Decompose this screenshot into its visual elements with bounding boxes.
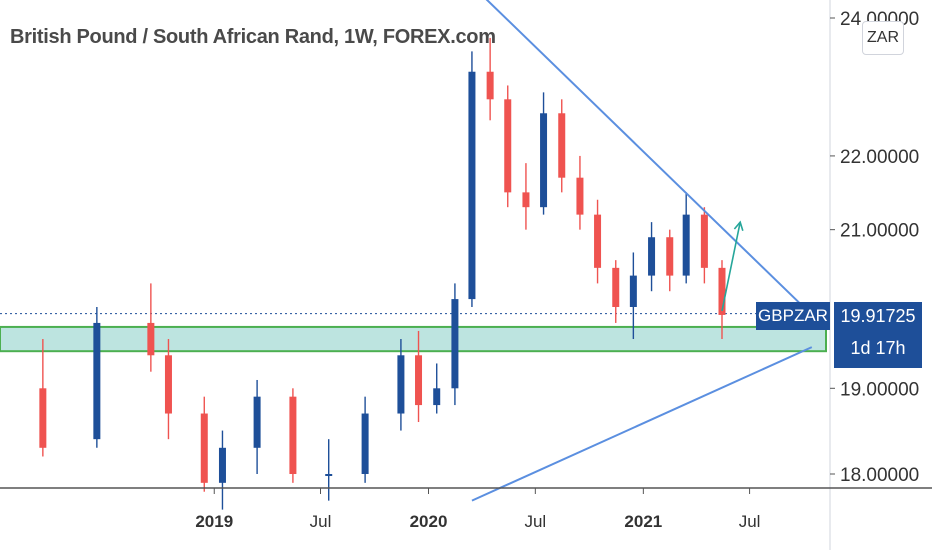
candle-body	[486, 71, 494, 100]
time-tick-label: 2020	[410, 512, 448, 531]
projection-arrow[interactable]	[721, 220, 744, 312]
candle	[93, 306, 101, 448]
candle-body	[700, 214, 708, 268]
candle	[540, 92, 548, 215]
time-tick-label: Jul	[524, 512, 546, 531]
price-tick-label: 22.00000	[840, 147, 919, 168]
candle-body	[397, 355, 405, 414]
candle-body	[325, 474, 333, 476]
candle	[629, 252, 637, 340]
time-tick-label: 2019	[195, 512, 233, 531]
candle	[594, 199, 602, 284]
candle-body	[612, 267, 620, 307]
candle	[451, 283, 459, 406]
currency-button[interactable]: ZAR	[862, 21, 904, 55]
candle	[700, 207, 708, 284]
time-tick-label: 2021	[624, 512, 662, 531]
last-price-badge: 19.91725 1d 17h	[834, 302, 922, 368]
candle-body	[718, 267, 726, 315]
candle-body	[540, 113, 548, 208]
candle-body	[558, 113, 566, 178]
candle-body	[93, 322, 101, 440]
candle-body	[253, 396, 261, 448]
candle	[325, 439, 333, 501]
candle-body	[289, 396, 297, 474]
support-zone	[0, 325, 827, 353]
candle-body	[147, 322, 155, 356]
price-tick-label: 19.00000	[840, 379, 919, 400]
candle	[164, 339, 172, 440]
candle	[433, 363, 441, 414]
candle	[218, 430, 226, 510]
candle	[200, 396, 208, 492]
candle-body	[682, 214, 690, 276]
candle	[718, 260, 726, 340]
candle-body	[415, 355, 423, 406]
candle	[361, 396, 369, 483]
last-price-value: 19.91725	[840, 306, 916, 326]
candlestick-series	[39, 37, 726, 510]
candle-body	[433, 388, 441, 406]
lower-trendline[interactable]	[471, 346, 813, 502]
price-tick-label: 18.00000	[840, 465, 919, 486]
bar-countdown: 1d 17h	[850, 338, 906, 358]
candle-body	[629, 275, 637, 307]
candle	[468, 51, 476, 307]
upper-trendline[interactable]	[472, 0, 813, 316]
candle	[612, 260, 620, 323]
candle-body	[504, 99, 512, 193]
candle-body	[576, 177, 584, 215]
time-axis[interactable]: 2019 Jul 2020 Jul 2021 Jul	[195, 488, 760, 531]
candle	[682, 192, 690, 284]
symbol-badge: GBPZAR	[756, 302, 830, 330]
candle	[558, 99, 566, 193]
candle	[504, 85, 512, 208]
candle-body	[594, 214, 602, 268]
candle-body	[200, 413, 208, 483]
candle	[522, 163, 530, 230]
candle-body	[648, 237, 656, 276]
candle	[666, 229, 674, 292]
candle-body	[666, 237, 674, 276]
candle	[397, 339, 405, 431]
candle	[39, 339, 47, 457]
candle-body	[522, 192, 530, 208]
time-tick-label: Jul	[310, 512, 332, 531]
chart-title: British Pound / South African Rand, 1W, …	[10, 26, 496, 48]
candle-body	[39, 388, 47, 448]
candle	[415, 330, 423, 423]
candle-body	[164, 355, 172, 414]
candle-body	[468, 71, 476, 300]
candle	[289, 388, 297, 483]
candle-body	[218, 447, 226, 483]
candle	[648, 222, 656, 292]
candle-body	[451, 299, 459, 389]
candle	[486, 37, 494, 121]
time-tick-label: Jul	[739, 512, 761, 531]
candle	[147, 283, 155, 372]
price-tick-label: 21.00000	[840, 221, 919, 242]
candle	[576, 155, 584, 230]
candle	[253, 379, 261, 474]
candle-body	[361, 413, 369, 474]
